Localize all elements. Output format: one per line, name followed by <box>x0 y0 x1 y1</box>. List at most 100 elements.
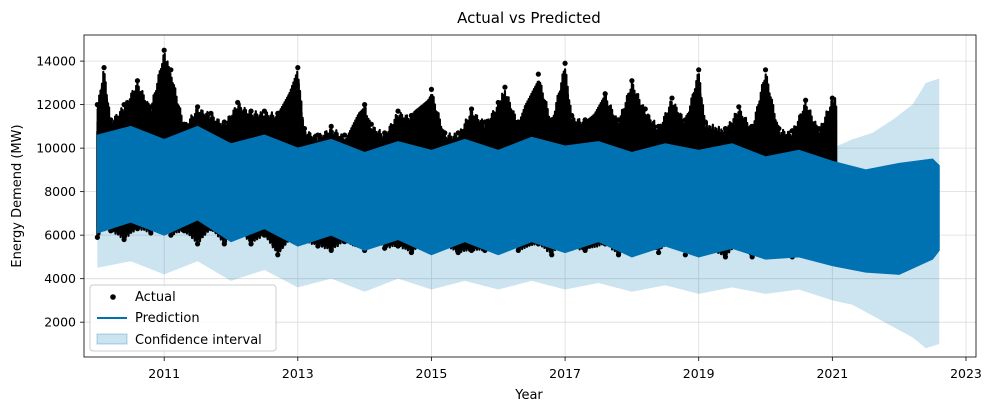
actual-point <box>275 110 281 116</box>
actual-point <box>368 121 374 127</box>
legend-actual-marker <box>110 294 116 300</box>
actual-point <box>776 125 782 132</box>
actual-point <box>121 236 127 243</box>
actual-point <box>382 245 388 251</box>
actual-point <box>615 252 622 258</box>
actual-point <box>582 247 588 253</box>
actual-point <box>328 247 334 253</box>
actual-point <box>134 226 141 232</box>
actual-point <box>602 91 608 97</box>
y-tick-label: 12000 <box>36 97 76 112</box>
actual-point <box>562 60 568 66</box>
actual-point <box>696 67 702 73</box>
actual-point <box>261 108 268 114</box>
actual-point <box>221 241 227 247</box>
actual-point <box>615 117 622 123</box>
actual-point <box>455 130 461 136</box>
actual-point <box>148 230 154 236</box>
actual-point <box>148 104 154 110</box>
actual-point <box>762 67 769 73</box>
actual-point <box>816 125 822 132</box>
actual-point <box>301 125 308 132</box>
x-tick-label: 2015 <box>416 366 448 381</box>
actual-point <box>341 132 348 138</box>
actual-point <box>168 67 174 73</box>
legend: Actual Prediction Confidence interval <box>89 284 277 352</box>
actual-point <box>101 65 107 71</box>
series-layer <box>94 47 940 349</box>
actual-point <box>468 106 475 112</box>
actual-point <box>749 123 755 129</box>
actual-point <box>395 243 401 249</box>
legend-box <box>89 284 277 352</box>
actual-point <box>94 234 100 240</box>
actual-point <box>455 249 461 256</box>
actual-point <box>121 102 127 108</box>
actual-point <box>722 254 729 260</box>
actual-point <box>682 117 688 123</box>
y-tick-label: 4000 <box>44 271 76 286</box>
actual-point <box>208 110 214 116</box>
actual-point <box>181 228 187 234</box>
actual-point <box>642 106 648 112</box>
actual-point <box>722 125 729 132</box>
actual-point <box>789 128 795 134</box>
actual-point <box>829 95 835 101</box>
x-tick-label: 2023 <box>950 366 982 381</box>
actual-point <box>275 252 281 258</box>
y-axis-title: Energy Demend (MW) <box>10 124 25 267</box>
actual-point <box>515 119 521 125</box>
actual-point <box>495 99 501 106</box>
actual-point <box>515 247 521 253</box>
legend-confidence-swatch <box>96 333 128 345</box>
actual-point <box>181 121 187 127</box>
actual-point <box>328 123 334 129</box>
actual-point <box>94 102 100 108</box>
actual-point <box>803 97 809 103</box>
x-tick-label: 2011 <box>148 366 180 381</box>
actual-point <box>442 130 448 136</box>
actual-point <box>248 108 254 114</box>
y-axis: 2000 4000 6000 8000 10000 12000 14000 <box>36 54 84 330</box>
actual-point <box>315 132 321 138</box>
actual-point <box>549 117 555 123</box>
actual-point <box>702 119 708 125</box>
actual-point <box>395 108 401 114</box>
y-tick-label: 6000 <box>44 228 76 243</box>
plot-area <box>83 34 977 358</box>
actual-point <box>161 47 167 53</box>
actual-point <box>168 232 174 238</box>
y-tick-label: 14000 <box>36 54 76 69</box>
y-tick-label: 8000 <box>44 184 76 199</box>
actual-point <box>502 84 508 90</box>
actual-point <box>569 112 575 119</box>
actual-point <box>656 249 662 256</box>
actual-point <box>629 78 635 84</box>
actual-point <box>535 71 541 77</box>
actual-point <box>656 123 662 129</box>
legend-confidence-label: Confidence interval <box>135 333 262 348</box>
actual-point <box>549 252 555 258</box>
y-tick-label: 10000 <box>36 141 76 156</box>
x-axis: 2011 2013 2015 2017 2019 2021 2023 <box>148 357 982 381</box>
x-tick-label: 2019 <box>683 366 715 381</box>
actual-point <box>235 99 241 106</box>
x-tick-label: 2021 <box>816 366 848 381</box>
x-axis-title: Year <box>514 388 543 403</box>
x-tick-label: 2013 <box>282 366 314 381</box>
actual-point <box>482 119 488 125</box>
plot-frame <box>83 34 977 358</box>
actual-point <box>108 117 114 123</box>
actual-point <box>408 249 415 256</box>
actual-point <box>248 241 254 247</box>
legend-actual-label: Actual <box>135 290 176 305</box>
actual-point <box>382 130 388 136</box>
legend-prediction-label: Prediction <box>135 311 200 326</box>
actual-point <box>134 78 141 84</box>
x-tick-label: 2017 <box>549 366 581 381</box>
actual-point <box>261 232 268 238</box>
actual-point <box>669 95 675 101</box>
actual-point <box>408 112 415 119</box>
actual-point <box>194 241 201 247</box>
